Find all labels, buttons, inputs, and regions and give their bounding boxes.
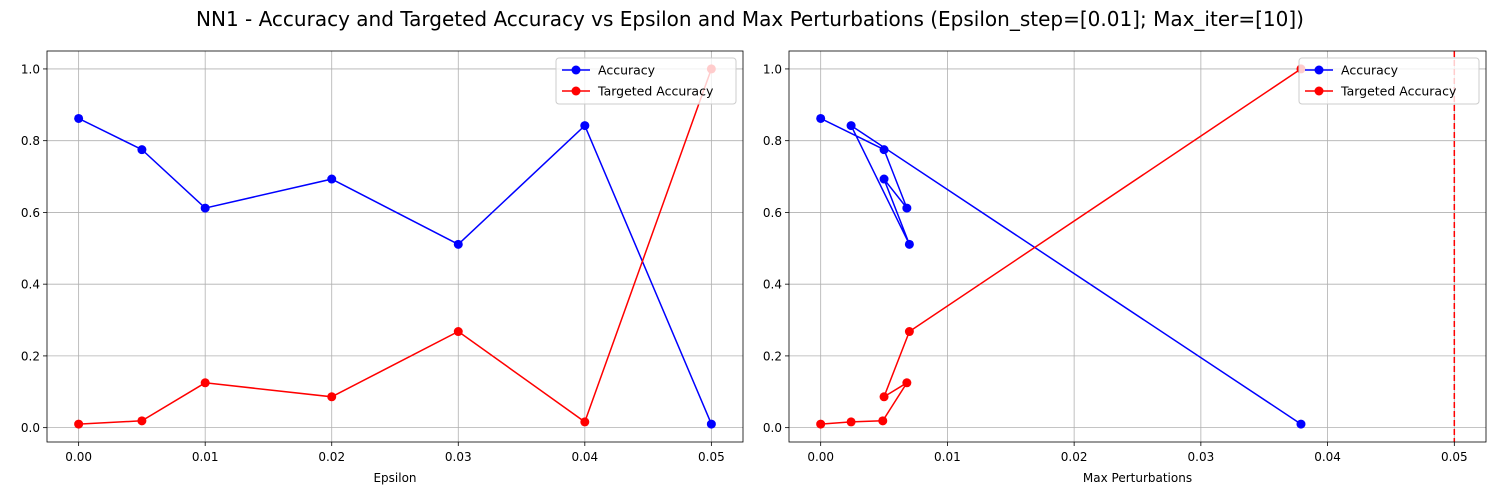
data-point-accuracy bbox=[902, 203, 912, 213]
data-point-accuracy bbox=[879, 174, 889, 184]
x-axis-label: Epsilon bbox=[373, 471, 416, 485]
y-tick-label: 0.6 bbox=[21, 206, 40, 220]
y-tick-label: 0.6 bbox=[763, 206, 782, 220]
x-tick-label: 0.00 bbox=[65, 450, 92, 464]
x-tick-label: 0.03 bbox=[1188, 450, 1215, 464]
x-tick-label: 0.04 bbox=[571, 450, 598, 464]
data-point-accuracy bbox=[453, 239, 463, 249]
plot-area bbox=[47, 51, 743, 442]
legend-label-accuracy: Accuracy bbox=[1341, 63, 1399, 78]
data-point-targeted-accuracy bbox=[74, 419, 84, 429]
axes-frame bbox=[788, 50, 1487, 443]
y-tick-label: 1.0 bbox=[763, 62, 782, 76]
x-tick-label: 0.04 bbox=[1314, 450, 1341, 464]
x-tick-label: 0.01 bbox=[192, 450, 219, 464]
y-tick-label: 0.4 bbox=[763, 278, 782, 292]
data-point-accuracy bbox=[846, 121, 856, 131]
y-tick-label: 0.8 bbox=[763, 134, 782, 148]
data-point-targeted-accuracy bbox=[137, 416, 147, 426]
data-point-targeted-accuracy bbox=[816, 419, 826, 429]
data-point-accuracy bbox=[879, 145, 889, 155]
x-tick-label: 0.02 bbox=[1061, 450, 1088, 464]
axes-frame bbox=[46, 50, 744, 443]
legend: Accuracy Targeted Accuracy bbox=[555, 57, 737, 105]
legend-box bbox=[555, 57, 737, 105]
y-tick-label: 0.2 bbox=[21, 349, 40, 363]
y-tick-label: 0.0 bbox=[763, 421, 782, 435]
y-tick-label: 0.2 bbox=[763, 349, 782, 363]
x-tick-label: 0.00 bbox=[807, 450, 834, 464]
x-tick-label: 0.03 bbox=[445, 450, 472, 464]
x-tick-label: 0.01 bbox=[934, 450, 961, 464]
left-chart-epsilon: 0.00 0.01 0.02 0.03 0.04 0.05 0.0 0.2 0.4 0.6 0.8 1… bbox=[21, 50, 744, 485]
data-point-targeted-accuracy bbox=[453, 327, 463, 337]
legend: Accuracy Targeted Accuracy bbox=[1298, 57, 1480, 105]
data-point-accuracy bbox=[706, 419, 716, 429]
y-tick-label: 0.4 bbox=[21, 278, 40, 292]
plot-area bbox=[789, 51, 1486, 442]
legend-label-targeted-accuracy: Targeted Accuracy bbox=[1340, 84, 1457, 99]
data-point-accuracy bbox=[74, 113, 84, 123]
x-tick-label: 0.02 bbox=[318, 450, 345, 464]
legend-marker-targeted-accuracy bbox=[571, 86, 581, 96]
data-point-accuracy bbox=[137, 145, 147, 155]
data-point-accuracy bbox=[200, 203, 210, 213]
data-point-accuracy bbox=[904, 239, 914, 249]
data-point-targeted-accuracy bbox=[902, 378, 912, 388]
data-point-targeted-accuracy bbox=[327, 392, 337, 402]
legend-label-targeted-accuracy: Targeted Accuracy bbox=[597, 84, 714, 99]
legend-box bbox=[1298, 57, 1480, 105]
data-point-targeted-accuracy bbox=[580, 417, 590, 427]
legend-label-accuracy: Accuracy bbox=[598, 63, 656, 78]
y-tick-label: 0.0 bbox=[21, 421, 40, 435]
data-point-accuracy bbox=[816, 113, 826, 123]
data-point-targeted-accuracy bbox=[846, 417, 856, 427]
data-point-targeted-accuracy bbox=[200, 378, 210, 388]
x-tick-label: 0.05 bbox=[698, 450, 725, 464]
figure-suptitle: NN1 - Accuracy and Targeted Accuracy vs … bbox=[196, 7, 1304, 31]
y-tick-label: 1.0 bbox=[21, 62, 40, 76]
data-point-targeted-accuracy bbox=[879, 392, 889, 402]
data-point-targeted-accuracy bbox=[904, 327, 914, 337]
legend-marker-accuracy bbox=[1314, 65, 1324, 75]
x-tick-label: 0.05 bbox=[1441, 450, 1468, 464]
y-tick-label: 0.8 bbox=[21, 134, 40, 148]
data-point-accuracy bbox=[327, 174, 337, 184]
data-point-targeted-accuracy bbox=[878, 416, 888, 426]
legend-marker-accuracy bbox=[571, 65, 581, 75]
data-point-accuracy bbox=[580, 121, 590, 131]
legend-marker-targeted-accuracy bbox=[1314, 86, 1324, 96]
x-axis-label: Max Perturbations bbox=[1083, 471, 1192, 485]
right-chart-max-perturbations: 0.00 0.01 0.02 0.03 0.04 0.05 0.0 0.2 0.4 0.6 0.8 1… bbox=[763, 50, 1487, 485]
data-point-accuracy bbox=[1296, 419, 1306, 429]
